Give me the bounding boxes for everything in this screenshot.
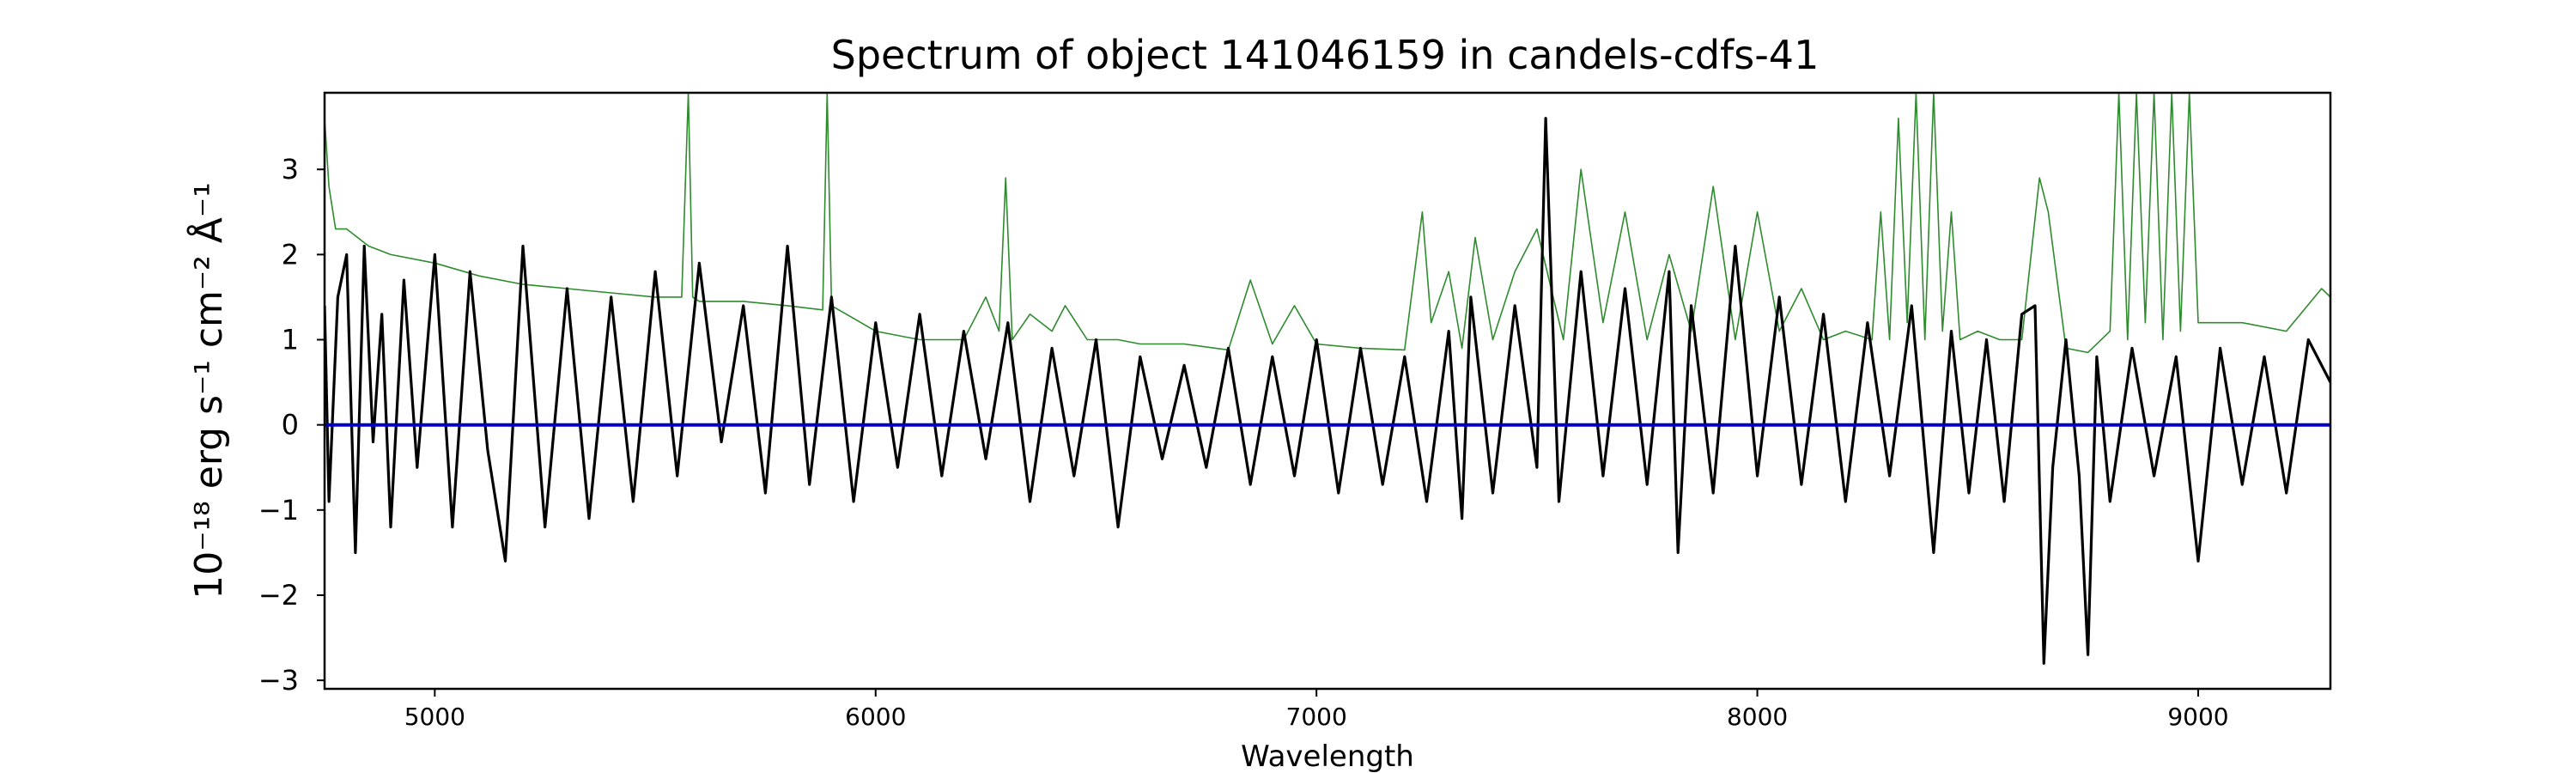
x-tick-label: 9000 bbox=[2167, 703, 2228, 731]
series-line-1 bbox=[325, 117, 2330, 665]
series-line-0 bbox=[325, 93, 2330, 354]
x-tick-label: 7000 bbox=[1286, 703, 1347, 731]
y-axis-label: 10⁻¹⁸ erg s⁻¹ cm⁻² Å⁻¹ bbox=[185, 182, 231, 599]
y-tick-label: 1 bbox=[282, 324, 299, 356]
chart-title: Spectrum of object 141046159 in candels-… bbox=[831, 32, 1820, 78]
x-axis-label: Wavelength bbox=[1241, 740, 1414, 773]
x-tick-label: 5000 bbox=[404, 703, 465, 731]
x-tick-label: 8000 bbox=[1727, 703, 1788, 731]
y-tick-label: −3 bbox=[258, 664, 299, 697]
series-layer bbox=[325, 93, 2330, 665]
y-axis: −3 −2 −1 0 1 2 3 bbox=[258, 153, 325, 697]
y-tick-label: 3 bbox=[282, 153, 299, 186]
y-tick-label: 0 bbox=[282, 409, 299, 441]
x-tick-label: 6000 bbox=[845, 703, 906, 731]
y-tick-label: 2 bbox=[282, 238, 299, 271]
x-axis: 5000 6000 7000 8000 9000 bbox=[404, 689, 2229, 731]
y-tick-label: −1 bbox=[258, 494, 299, 526]
plot-frame bbox=[323, 91, 2332, 691]
y-tick-label: −2 bbox=[258, 579, 299, 612]
